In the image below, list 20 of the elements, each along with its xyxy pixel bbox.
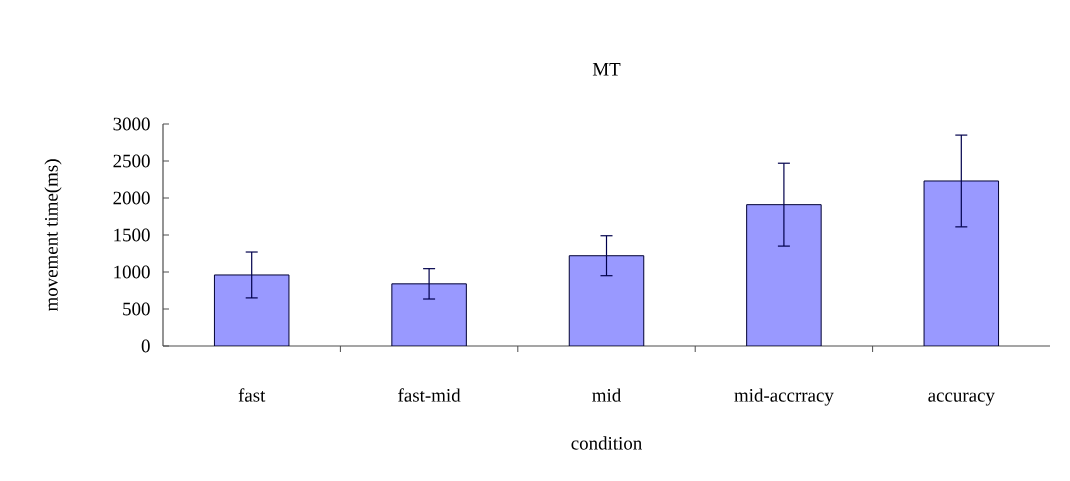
y-tick-label: 2000 — [113, 191, 150, 205]
bar — [391, 283, 467, 346]
bar — [213, 274, 290, 346]
y-tick-label: 2500 — [113, 154, 150, 168]
bar — [568, 255, 645, 346]
bar — [923, 180, 1000, 346]
y-tick-label: 3000 — [113, 117, 150, 131]
y-tick-label: 500 — [123, 302, 150, 316]
x-tick-label: mid-accrracy — [734, 388, 834, 406]
y-tick-label: 0 — [141, 339, 150, 353]
y-tick-label: 1000 — [114, 265, 150, 279]
x-tick-label: fast — [238, 388, 266, 402]
y-axis-title: movement time(ms) — [44, 159, 62, 312]
bar — [746, 204, 822, 346]
x-axis-title: condition — [571, 436, 642, 450]
y-tick-label: 1500 — [114, 228, 150, 242]
x-tick-label: accuracy — [928, 392, 995, 406]
x-tick-label: mid — [592, 388, 621, 402]
chart-title: MT — [592, 63, 621, 76]
x-tick-label: fast-mid — [398, 388, 461, 402]
